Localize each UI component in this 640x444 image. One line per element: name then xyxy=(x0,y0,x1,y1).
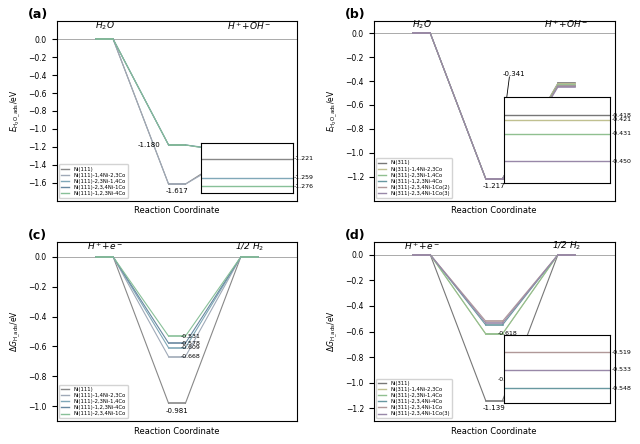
Text: H$^+$+e$^-$: H$^+$+e$^-$ xyxy=(87,241,123,252)
Text: -0.578: -0.578 xyxy=(180,341,200,346)
Text: -1.139: -1.139 xyxy=(483,404,506,411)
Text: (b): (b) xyxy=(345,8,365,21)
Text: -0.981: -0.981 xyxy=(166,408,188,413)
Legend: Ni(311), Ni(311)-1,4Ni-2,3Co, Ni(311)-2,3Ni-1,4Co, Ni(311)-2,3,4Ni-4Co, Ni(311)-: Ni(311), Ni(311)-1,4Ni-2,3Co, Ni(311)-2,… xyxy=(376,379,452,419)
Text: H$_2$O: H$_2$O xyxy=(95,20,115,32)
Text: (a): (a) xyxy=(28,8,48,21)
Text: -1.217: -1.217 xyxy=(483,183,506,189)
Text: (c): (c) xyxy=(28,229,47,242)
Text: H$_2$O: H$_2$O xyxy=(412,18,432,31)
Text: H$^+$+OH$^-$: H$^+$+OH$^-$ xyxy=(544,19,588,30)
Text: -0.531: -0.531 xyxy=(180,333,200,339)
Text: -0.976: -0.976 xyxy=(498,377,518,382)
Y-axis label: $E_{\rm H_2O\_ads}$/eV: $E_{\rm H_2O\_ads}$/eV xyxy=(8,90,23,132)
Text: -1.617: -1.617 xyxy=(166,188,188,194)
X-axis label: Reaction Coordinate: Reaction Coordinate xyxy=(451,206,537,215)
Legend: Ni(111), Ni(111)-1,4Ni-2,3Co, Ni(111)-2,3Ni-1,4Co, Ni(111)-1,2,3Ni-4Co, Ni(111)-: Ni(111), Ni(111)-1,4Ni-2,3Co, Ni(111)-2,… xyxy=(60,385,128,419)
Text: (d): (d) xyxy=(345,229,365,242)
X-axis label: Reaction Coordinate: Reaction Coordinate xyxy=(134,206,220,215)
X-axis label: Reaction Coordinate: Reaction Coordinate xyxy=(451,427,537,436)
Text: 1/2 H$_2$: 1/2 H$_2$ xyxy=(552,239,581,252)
Text: H$^+$+OH$^-$: H$^+$+OH$^-$ xyxy=(227,20,271,32)
X-axis label: Reaction Coordinate: Reaction Coordinate xyxy=(134,427,220,436)
Legend: Ni(311), Ni(311)-1,4Ni-2,3Co, Ni(311)-2,3Ni-1,4Co, Ni(311)-1,2,3Ni-4Co, Ni(311)-: Ni(311), Ni(311)-1,4Ni-2,3Co, Ni(311)-2,… xyxy=(376,159,452,198)
Text: -0.668: -0.668 xyxy=(180,354,200,359)
Text: -0.618: -0.618 xyxy=(498,331,518,337)
Text: -1.180: -1.180 xyxy=(138,142,161,148)
Text: -0.609: -0.609 xyxy=(180,345,200,350)
Legend: Ni(111), Ni(111)-1,4Ni-2,3Co, Ni(111)-2,3Ni-1,4Co, Ni(111)-2,3,4Ni-1Co, Ni(111)-: Ni(111), Ni(111)-1,4Ni-2,3Co, Ni(111)-2,… xyxy=(60,164,128,198)
Y-axis label: $\Delta G_{\rm H\_ads}$/eV: $\Delta G_{\rm H\_ads}$/eV xyxy=(326,310,340,353)
Y-axis label: $\Delta G_{\rm H\_ads}$/eV: $\Delta G_{\rm H\_ads}$/eV xyxy=(8,310,23,353)
Text: H$^+$+e$^-$: H$^+$+e$^-$ xyxy=(404,240,440,252)
Text: 1/2 H$_2$: 1/2 H$_2$ xyxy=(235,240,264,253)
Y-axis label: $E_{\rm H_2O\_ads}$/eV: $E_{\rm H_2O\_ads}$/eV xyxy=(326,90,340,132)
Text: -0.341: -0.341 xyxy=(503,71,525,77)
